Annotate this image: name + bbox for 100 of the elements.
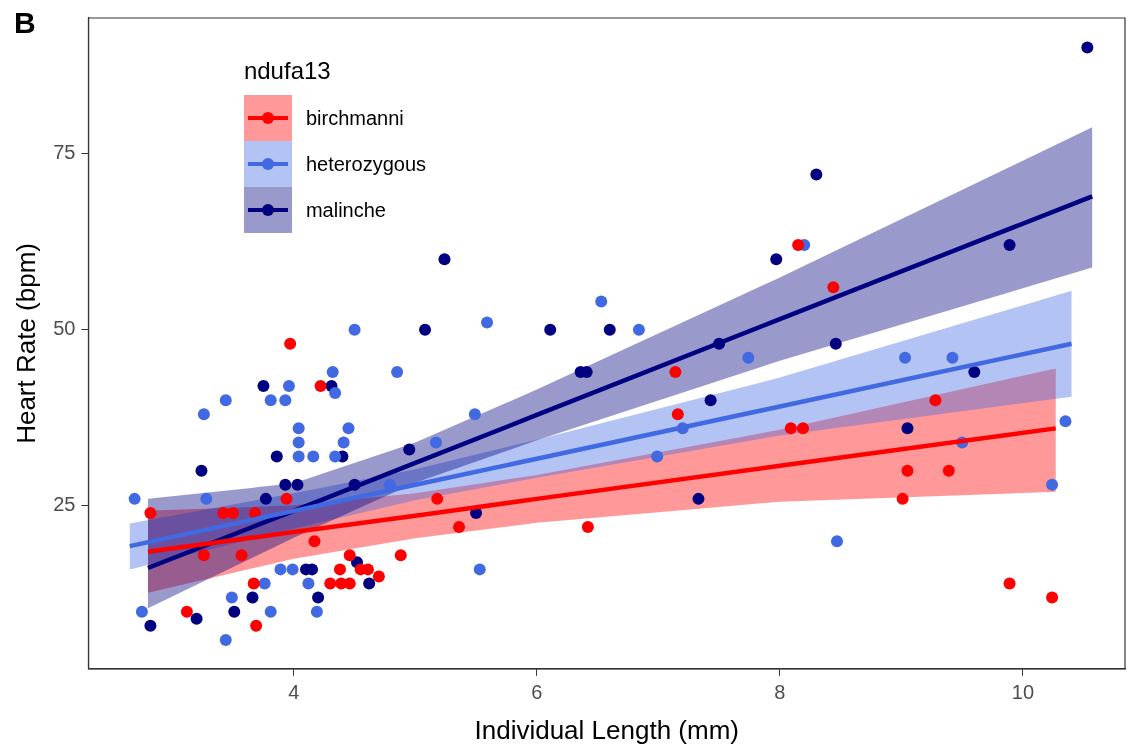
- point: [270, 450, 283, 463]
- point: [704, 394, 717, 407]
- x-tick-label: 6: [531, 681, 543, 704]
- y-tick-label: 50: [53, 317, 76, 340]
- point: [651, 450, 664, 463]
- legend-title: ndufa13: [243, 57, 332, 86]
- point: [827, 281, 840, 294]
- point: [468, 408, 481, 421]
- point: [292, 436, 305, 449]
- point: [372, 570, 385, 583]
- point: [473, 563, 486, 576]
- point: [1046, 591, 1059, 604]
- point: [544, 323, 557, 336]
- point: [312, 591, 325, 604]
- point: [250, 619, 263, 632]
- point: [692, 492, 705, 505]
- x-tick-label: 10: [1011, 681, 1035, 704]
- point: [280, 492, 293, 505]
- point: [603, 323, 616, 336]
- point: [796, 422, 809, 435]
- legend-label: birchmanni: [305, 106, 404, 130]
- point: [144, 506, 157, 519]
- point: [784, 422, 797, 435]
- point: [595, 295, 608, 308]
- point: [197, 408, 210, 421]
- point: [246, 591, 259, 604]
- y-axis-title: Heart Rate (bpm): [10, 242, 41, 444]
- point: [235, 549, 248, 562]
- point: [419, 323, 432, 336]
- point: [1003, 239, 1016, 252]
- point: [227, 506, 240, 519]
- chart-title: B: [14, 6, 36, 40]
- point: [292, 422, 305, 435]
- point: [284, 337, 297, 350]
- legend-label: heterozygous: [305, 152, 426, 176]
- point: [632, 323, 645, 336]
- point: [307, 450, 320, 463]
- point: [308, 535, 321, 548]
- point: [453, 521, 466, 534]
- point: [219, 633, 232, 646]
- point: [581, 521, 594, 534]
- point: [197, 549, 210, 562]
- point: [1059, 415, 1072, 428]
- point: [314, 380, 327, 393]
- point: [438, 253, 451, 266]
- point: [279, 394, 292, 407]
- point: [348, 323, 361, 336]
- point: [274, 563, 287, 576]
- point: [968, 365, 981, 378]
- point: [324, 577, 337, 590]
- x-tick-label: 8: [774, 681, 786, 704]
- point: [337, 436, 350, 449]
- point: [429, 436, 442, 449]
- point: [810, 168, 823, 181]
- point: [219, 394, 232, 407]
- point: [342, 422, 355, 435]
- point: [247, 577, 260, 590]
- point: [671, 408, 684, 421]
- y-tick-label: 25: [53, 493, 76, 516]
- point: [326, 365, 339, 378]
- point: [901, 422, 914, 435]
- point: [329, 387, 342, 400]
- point: [144, 619, 157, 632]
- point: [302, 577, 315, 590]
- point: [929, 394, 942, 407]
- point: [190, 612, 203, 625]
- point: [310, 605, 323, 618]
- point: [792, 239, 805, 252]
- point: [403, 443, 416, 456]
- point: [195, 464, 208, 477]
- point: [135, 605, 148, 618]
- point: [286, 563, 299, 576]
- point: [343, 549, 356, 562]
- point: [264, 605, 277, 618]
- point: [128, 492, 141, 505]
- legend-label: malinche: [305, 198, 386, 222]
- point: [258, 577, 271, 590]
- point: [259, 492, 272, 505]
- point: [896, 492, 909, 505]
- point: [292, 450, 305, 463]
- point: [329, 450, 342, 463]
- point: [431, 492, 444, 505]
- point: [901, 464, 914, 477]
- point: [391, 365, 404, 378]
- point: [282, 380, 295, 393]
- point: [831, 535, 843, 548]
- point: [225, 591, 238, 604]
- point: [669, 365, 682, 378]
- point: [200, 492, 213, 505]
- point: [264, 394, 277, 407]
- point: [257, 380, 270, 393]
- point: [279, 478, 292, 491]
- point: [946, 351, 959, 364]
- point: [291, 478, 304, 491]
- point: [481, 316, 494, 329]
- x-axis-title: Individual Length (mm): [474, 714, 739, 745]
- point: [333, 563, 346, 576]
- point: [742, 351, 755, 364]
- point: [770, 253, 783, 266]
- point: [1003, 577, 1016, 590]
